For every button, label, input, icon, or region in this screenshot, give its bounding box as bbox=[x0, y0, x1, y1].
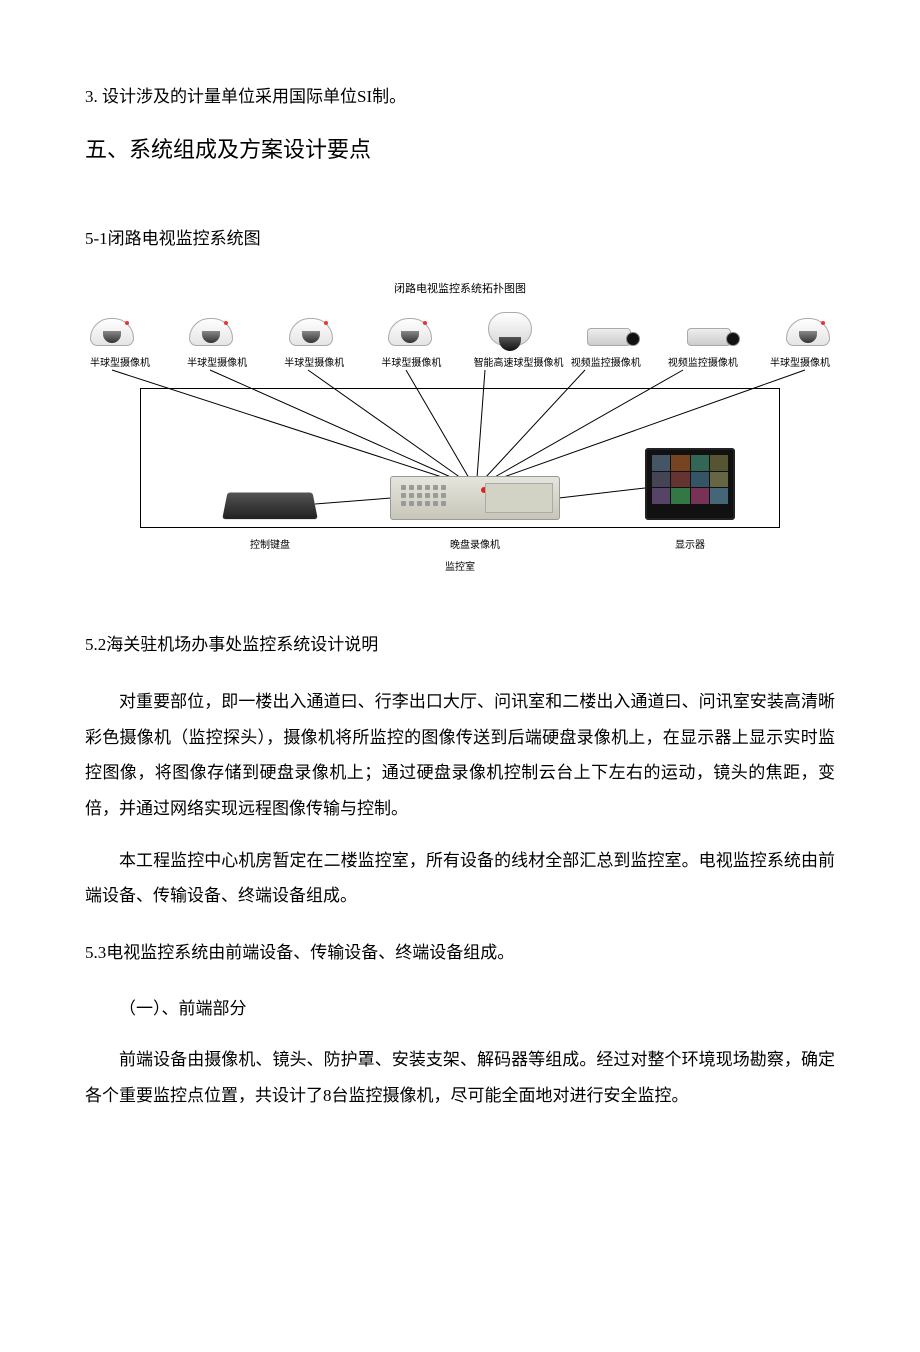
heading-section-5: 五、系统组成及方案设计要点 bbox=[85, 128, 835, 172]
control-keyboard-icon bbox=[222, 492, 318, 519]
list-item-3: 3. 设计涉及的计量单位采用国际单位SI制。 bbox=[85, 80, 835, 114]
monitor-icon bbox=[645, 448, 735, 520]
heading-5-2: 5.2海关驻机场办事处监控系统设计说明 bbox=[85, 628, 835, 662]
keyboard-label: 控制键盘 bbox=[225, 536, 315, 556]
dvr-icon bbox=[390, 476, 560, 520]
dvr-label: 晚盘录像机 bbox=[425, 536, 525, 556]
monitor-label: 显示器 bbox=[647, 536, 733, 556]
cctv-topology-diagram: 闭路电视监控系统拓扑图图 半球型摄像机 半球型摄像机 半球型摄像机 半球型摄像机… bbox=[85, 278, 835, 588]
heading-5-3: 5.3电视监控系统由前端设备、传输设备、终端设备组成。 bbox=[85, 936, 835, 970]
paragraph: 对重要部位，即一楼出入通道曰、行李出口大厅、问讯室和二楼出入通道曰、问讯室安装高… bbox=[85, 684, 835, 827]
subheading-5-3-1: （一）、前端部分 bbox=[85, 992, 835, 1026]
room-label: 监控室 bbox=[85, 558, 835, 578]
paragraph: 本工程监控中心机房暂定在二楼监控室，所有设备的线材全部汇总到监控室。电视监控系统… bbox=[85, 843, 835, 914]
paragraph: 前端设备由摄像机、镜头、防护罩、安装支架、解码器等组成。经过对整个环境现场勘察，… bbox=[85, 1042, 835, 1113]
heading-5-1: 5-1闭路电视监控系统图 bbox=[85, 222, 835, 256]
